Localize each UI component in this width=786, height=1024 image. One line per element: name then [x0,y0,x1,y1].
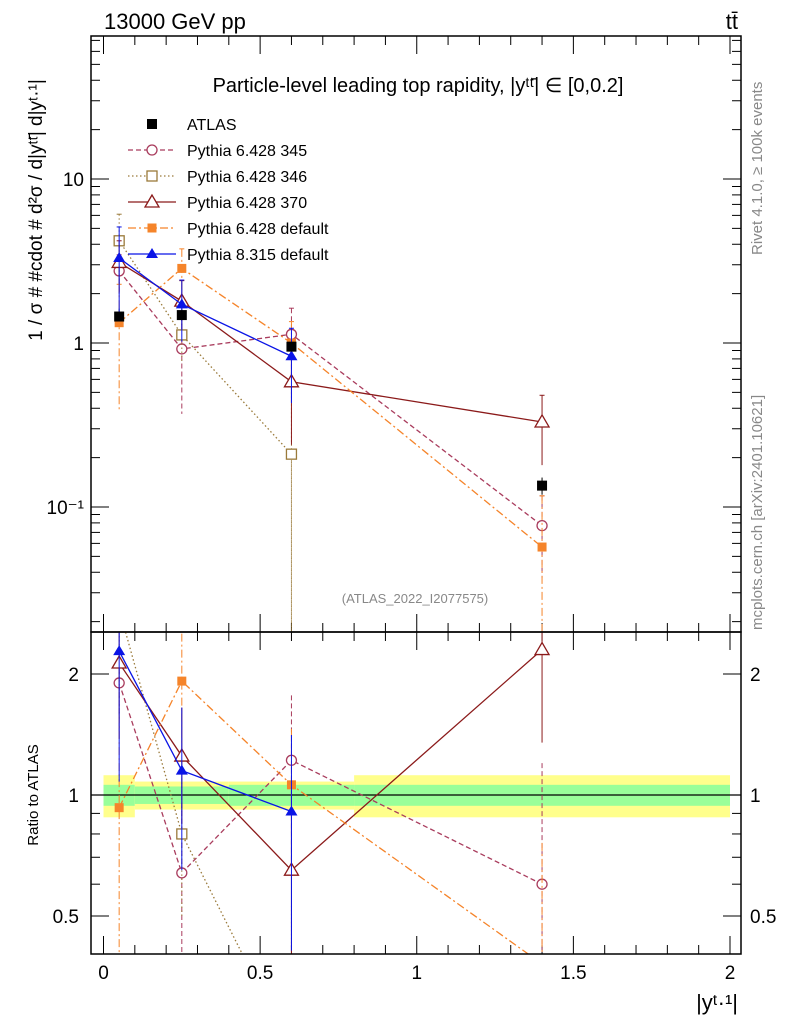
x-tick-label: 0 [98,963,109,984]
plot-title: Particle-level leading top rapidity, |yᵗ… [213,75,624,97]
header-right: tt̄ [726,9,738,34]
legend-label: Pythia 6.428 370 [187,195,307,212]
main-axis-ticks: 10 1 10⁻¹ [47,36,741,632]
legend-marker [147,119,157,129]
legend-marker [146,144,158,156]
analysis-watermark: (ATLAS_2022_I2077575) [342,591,488,606]
ratio-point [533,641,551,656]
series-point [177,263,187,273]
series-point [537,542,547,552]
y-tick-label: 10 [63,170,84,191]
series-point [533,413,551,428]
y-tick-label: 10⁻¹ [47,498,85,519]
x-tick-label: 0.5 [247,963,273,984]
legend-marker [147,223,157,233]
main-series [111,213,551,632]
atlas-point [176,310,187,321]
main-panel: 10 1 10⁻¹ Particle-level leading top rapid… [26,35,742,633]
atlas-point [114,311,125,322]
legend-marker [143,193,161,208]
series-line [118,261,543,423]
series-point [285,350,298,361]
ratio-uncertainty-bands [103,775,730,818]
series-point [285,448,298,460]
ratio-series [111,632,551,954]
ratio-tick-label-right: 1 [750,786,761,807]
series-line [118,267,543,548]
ratio-tick-label-left: 2 [68,665,79,686]
ratio-point [175,764,188,775]
mcplots-note: mcplots.cern.ch [arXiv:2401.10621] [749,395,766,630]
legend-label: Pythia 8.315 default [187,247,329,264]
series-point [114,318,124,328]
x-tick-label: 2 [725,963,736,984]
ratio-tick-label-right: 0.5 [750,907,776,928]
atlas-point [537,480,548,491]
y-axis-label: 1 / σ # #cdot # d²σ / d|yᵗᵗ̄| d|yᵗ·¹| [26,79,47,341]
series-line [118,257,292,357]
atlas-point [286,341,297,352]
x-axis-label: |yᵗ·¹| [696,990,738,1015]
ratio-point [285,805,298,816]
ratio-tick-label-left: 0.5 [53,907,79,928]
x-tick-label: 1 [411,963,422,984]
legend-label: ATLAS [187,117,237,134]
legend-label: Pythia 6.428 default [187,221,329,238]
legend-marker [146,248,158,258]
series-line [118,240,292,455]
series-line [118,270,543,527]
ratio-line [118,682,543,885]
ratio-point [113,645,126,656]
legend: ATLAS Pythia 6.428 345 Pythia 6.428 346 Pyt… [128,117,329,264]
legend-label: Pythia 6.428 346 [187,169,307,186]
ratio-panel: 2 2 1 1 0.5 0.5 Ratio to ATLAS |yᵗ·¹| 0 0.5 1 1.… [25,631,776,1015]
ratio-tick-label-left: 1 [68,786,79,807]
rivet-note: Rivet 4.1.0, ≥ 100k events [749,82,766,255]
series-point [113,251,126,262]
ratio-frame [90,631,742,955]
header-left: 13000 GeV pp [104,9,246,34]
series-point [175,298,188,309]
ratio-line [124,632,244,954]
ratio-point [177,676,187,686]
ratio-point [114,803,124,813]
ratio-y-label: Ratio to ATLAS [25,744,42,845]
legend-label: Pythia 6.428 345 [187,143,307,160]
y-tick-label: 1 [73,334,84,355]
ratio-line [118,680,530,954]
legend-marker [146,170,158,182]
ratio-tick-label-right: 2 [750,665,761,686]
ratio-axis-ticks: 2 2 1 1 0.5 0.5 [53,632,776,954]
x-axis-ticks: 0 0.5 1 1.5 2 [98,963,735,984]
x-tick-label: 1.5 [560,963,586,984]
